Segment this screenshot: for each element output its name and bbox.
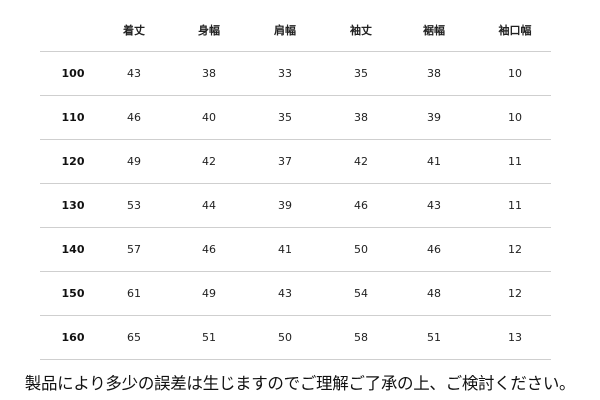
table-cell: 10 xyxy=(508,111,522,124)
table-cell: 37 xyxy=(278,155,292,168)
table-cell: 65 xyxy=(127,331,141,344)
size-label: 160 xyxy=(61,331,85,344)
column-header: 肩幅 xyxy=(274,24,296,37)
size-table: 着丈 身幅 肩幅 袖丈 裾幅 袖口幅 100 43 38 33 35 38 10 110 46 40 35 38 3… xyxy=(40,9,551,360)
table-cell: 38 xyxy=(427,67,441,80)
table-row: 130 53 44 39 46 43 11 xyxy=(40,184,551,228)
column-header xyxy=(43,9,103,51)
table-row: 150 61 49 43 54 48 12 xyxy=(40,272,551,316)
size-label: 100 xyxy=(61,67,85,80)
table-cell: 54 xyxy=(354,287,368,300)
table-cell: 58 xyxy=(354,331,368,344)
table-cell: 51 xyxy=(427,331,441,344)
size-label: 130 xyxy=(61,199,85,212)
table-cell: 41 xyxy=(427,155,441,168)
table-row: 120 49 42 37 42 41 11 xyxy=(40,140,551,184)
table-row: 140 57 46 41 50 46 12 xyxy=(40,228,551,272)
table-cell: 35 xyxy=(278,111,292,124)
table-cell: 57 xyxy=(127,243,141,256)
table-cell: 48 xyxy=(427,287,441,300)
table-cell: 46 xyxy=(427,243,441,256)
table-cell: 38 xyxy=(354,111,368,124)
table-cell: 10 xyxy=(508,67,522,80)
table-cell: 46 xyxy=(127,111,141,124)
table-cell: 46 xyxy=(354,199,368,212)
table-cell: 35 xyxy=(354,67,368,80)
table-cell: 39 xyxy=(278,199,292,212)
table-cell: 11 xyxy=(508,199,522,212)
table-cell: 51 xyxy=(202,331,216,344)
table-cell: 50 xyxy=(278,331,292,344)
table-cell: 43 xyxy=(427,199,441,212)
table-cell: 42 xyxy=(202,155,216,168)
size-label: 110 xyxy=(61,111,85,124)
column-header: 身幅 xyxy=(198,24,220,37)
table-cell: 38 xyxy=(202,67,216,80)
table-cell: 33 xyxy=(278,67,292,80)
size-label: 140 xyxy=(61,243,85,256)
table-cell: 40 xyxy=(202,111,216,124)
column-header: 裾幅 xyxy=(423,24,445,37)
column-header: 袖口幅 xyxy=(498,24,532,37)
table-cell: 44 xyxy=(202,199,216,212)
table-cell: 13 xyxy=(508,331,522,344)
table-cell: 43 xyxy=(278,287,292,300)
table-cell: 39 xyxy=(427,111,441,124)
table-cell: 43 xyxy=(127,67,141,80)
size-label: 150 xyxy=(61,287,85,300)
table-row: 110 46 40 35 38 39 10 xyxy=(40,96,551,140)
table-cell: 41 xyxy=(278,243,292,256)
column-header: 着丈 xyxy=(123,24,145,37)
table-cell: 49 xyxy=(202,287,216,300)
table-cell: 49 xyxy=(127,155,141,168)
table-cell: 61 xyxy=(127,287,141,300)
table-cell: 53 xyxy=(127,199,141,212)
table-row: 100 43 38 33 35 38 10 xyxy=(40,52,551,96)
table-cell: 46 xyxy=(202,243,216,256)
table-cell: 12 xyxy=(508,287,522,300)
column-header: 袖丈 xyxy=(350,24,372,37)
disclaimer-note: 製品により多少の誤差は生じますのでご理解ご了承の上、ご検討ください。 xyxy=(24,374,576,393)
table-cell: 42 xyxy=(354,155,368,168)
size-label: 120 xyxy=(61,155,85,168)
table-cell: 50 xyxy=(354,243,368,256)
table-header-row: 着丈 身幅 肩幅 袖丈 裾幅 袖口幅 xyxy=(40,9,551,52)
table-cell: 11 xyxy=(508,155,522,168)
table-cell: 12 xyxy=(508,243,522,256)
table-row: 160 65 51 50 58 51 13 xyxy=(40,316,551,360)
